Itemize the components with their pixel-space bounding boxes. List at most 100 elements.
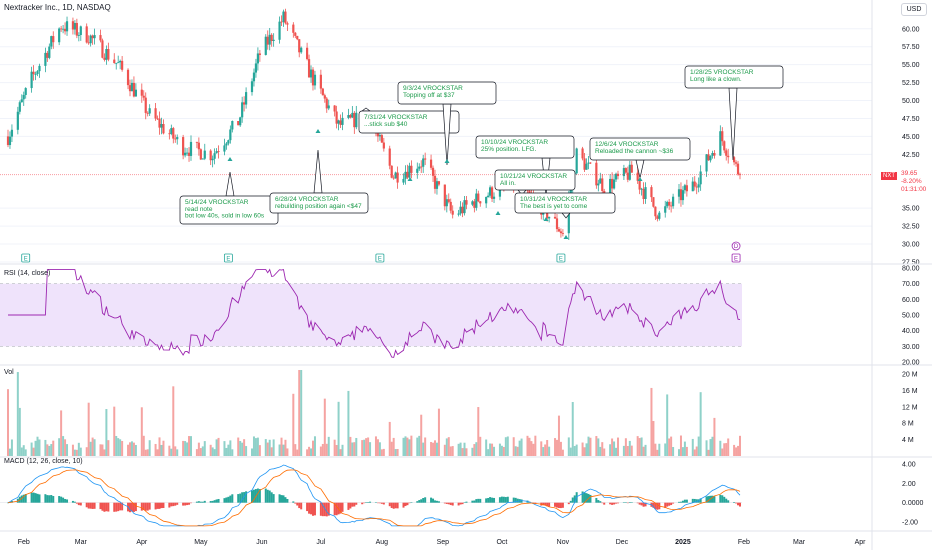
currency-button[interactable]: USD <box>901 3 927 16</box>
volume-bar <box>292 393 295 456</box>
macd-histogram-bar <box>465 501 468 503</box>
volume-bar <box>530 441 533 456</box>
macd-histogram-bar <box>457 502 460 506</box>
volume-bar <box>516 446 519 456</box>
candle-body <box>239 117 242 126</box>
candle-body <box>461 206 464 214</box>
volume-bar <box>719 440 722 456</box>
macd-histogram-bar <box>71 500 74 503</box>
macd-histogram-bar <box>313 502 316 516</box>
volume-bar <box>268 439 271 456</box>
volume-bar <box>197 442 200 456</box>
candle-body <box>581 148 584 159</box>
macd-histogram-bar <box>199 501 202 503</box>
volume-bar <box>243 439 246 456</box>
candle-body <box>392 177 395 179</box>
candle-body <box>63 28 67 32</box>
macd-histogram-bar <box>473 500 476 503</box>
volume-bar <box>156 449 159 456</box>
macd-histogram-bar <box>461 502 464 505</box>
volume-bar <box>258 445 261 456</box>
volume-bar <box>518 440 521 456</box>
volume-bar <box>132 442 135 456</box>
volume-bar <box>335 445 338 456</box>
volume-bar <box>339 449 342 456</box>
candle-body <box>132 82 136 97</box>
volume-bar <box>559 441 562 456</box>
macd-histogram-bar <box>424 497 427 503</box>
candle-body <box>732 157 736 163</box>
candle-body <box>583 158 586 170</box>
candle-body <box>34 74 37 75</box>
volume-bar <box>540 441 543 456</box>
volume-bar <box>278 444 281 456</box>
volume-bar <box>376 439 379 456</box>
candle-body <box>172 128 175 139</box>
candle-body <box>683 185 687 191</box>
candle-body <box>404 171 407 179</box>
macd-histogram-bar <box>394 502 397 509</box>
volume-bar <box>378 442 381 456</box>
volume-bar <box>652 420 655 456</box>
volume-bar <box>46 444 49 456</box>
macd-histogram-bar <box>85 502 88 508</box>
candle-body <box>243 102 246 105</box>
earnings-letter: E <box>734 257 738 263</box>
macd-histogram-bar <box>406 502 409 506</box>
volume-bar <box>64 439 67 456</box>
macd-histogram-bar <box>170 502 173 507</box>
candle-body <box>323 95 326 99</box>
candle-body <box>353 112 356 128</box>
candle-body <box>664 206 667 213</box>
volume-bar <box>168 445 171 456</box>
macd-histogram-bar <box>367 502 370 503</box>
macd-histogram-bar <box>156 502 159 509</box>
macd-histogram-bar <box>211 500 214 503</box>
macd-histogram-bar <box>624 502 627 503</box>
candle-body <box>237 121 240 126</box>
volume-bar <box>162 440 165 456</box>
candle-body <box>20 99 23 103</box>
candle-body <box>559 231 563 234</box>
macd-histogram-bar <box>60 496 63 503</box>
volume-bar <box>341 444 344 456</box>
candle-body <box>378 135 382 137</box>
volume-bar <box>38 439 41 456</box>
volume-bar <box>392 437 395 456</box>
candle-body <box>117 62 120 64</box>
candle-body <box>628 164 631 180</box>
candle-body <box>644 187 647 200</box>
macd-histogram-bar <box>569 500 572 503</box>
candle-body <box>280 21 283 23</box>
candle-body <box>487 195 490 198</box>
macd-histogram-bar <box>176 502 179 505</box>
chart-title: Nextracker Inc., 1D, NASDAQ <box>4 3 111 12</box>
macd-histogram-bar <box>101 502 104 511</box>
macd-histogram-bar <box>601 502 604 504</box>
volume-bar <box>367 437 370 456</box>
candle-body <box>388 148 391 166</box>
volume-bar <box>333 439 336 456</box>
candle-body <box>337 120 340 124</box>
macd-histogram-bar <box>341 502 344 512</box>
volume-tick: 20 M <box>902 372 918 379</box>
price-change: -8.20% <box>901 178 922 185</box>
macd-histogram-bar <box>685 499 688 503</box>
candle-body <box>711 153 714 156</box>
macd-histogram-bar <box>500 496 503 503</box>
macd-histogram-bar <box>217 498 220 503</box>
volume-bar <box>601 442 604 456</box>
candle-body <box>671 196 675 207</box>
volume-bar <box>252 436 255 456</box>
rsi-tick: 80.00 <box>902 266 920 273</box>
signal-arrow-icon <box>315 129 321 133</box>
candle-body <box>339 120 342 125</box>
volume-bar <box>241 442 244 456</box>
candle-body <box>115 62 118 64</box>
candle-body <box>410 165 413 173</box>
volume-bar <box>435 442 438 456</box>
candle-body <box>435 181 439 189</box>
volume-bar <box>195 449 198 456</box>
candle-body <box>699 171 702 185</box>
